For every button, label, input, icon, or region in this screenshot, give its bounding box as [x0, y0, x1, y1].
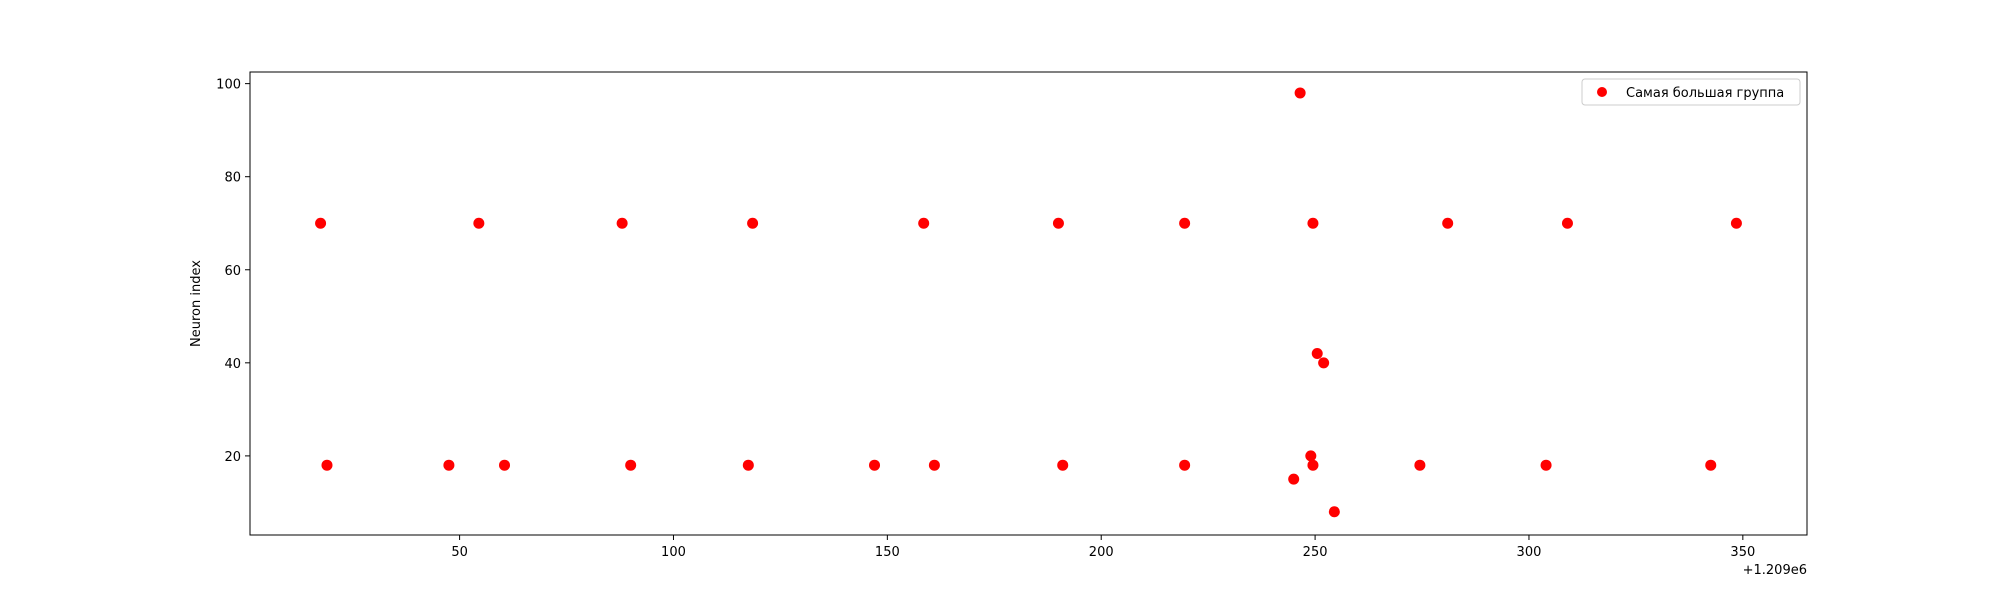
- data-point: [321, 459, 333, 471]
- data-point: [1414, 459, 1426, 471]
- x-axis-offset-label: +1.209e6: [1743, 563, 1807, 578]
- data-points: [315, 87, 1742, 518]
- data-point: [1052, 217, 1064, 229]
- y-tick-label: 60: [224, 264, 241, 279]
- x-tick-label: 350: [1730, 545, 1755, 560]
- legend: Самая большая группа: [1581, 78, 1801, 106]
- data-point: [747, 217, 759, 229]
- data-point: [616, 217, 628, 229]
- data-point: [1730, 217, 1742, 229]
- data-point: [473, 217, 485, 229]
- x-tick-label: 100: [661, 545, 686, 560]
- data-point: [928, 459, 940, 471]
- data-point: [918, 217, 930, 229]
- y-tick-label: 80: [224, 171, 241, 186]
- data-point: [1328, 506, 1340, 518]
- data-point: [1442, 217, 1454, 229]
- y-axis-ticks: 20 40 60 80 100: [216, 78, 250, 465]
- data-point: [1540, 459, 1552, 471]
- data-point: [1179, 217, 1191, 229]
- data-point: [1179, 459, 1191, 471]
- x-tick-label: 250: [1303, 545, 1328, 560]
- data-point: [1311, 348, 1323, 360]
- data-point: [1318, 357, 1330, 369]
- data-point: [1561, 217, 1573, 229]
- y-tick-label: 100: [216, 78, 241, 93]
- legend-box: [1581, 78, 1801, 106]
- data-point: [1307, 459, 1319, 471]
- data-point: [1307, 217, 1319, 229]
- axes-frame: [249, 71, 1808, 536]
- x-tick-label: 50: [451, 545, 468, 560]
- y-tick-label: 20: [224, 450, 241, 465]
- data-point: [315, 217, 327, 229]
- y-tick-label: 40: [224, 357, 241, 372]
- data-point: [1057, 459, 1069, 471]
- data-point: [625, 459, 637, 471]
- data-point: [1305, 450, 1317, 462]
- data-point: [1288, 473, 1300, 485]
- x-axis-ticks: 50 100 150 200 250 300 350: [451, 535, 1755, 560]
- x-tick-label: 150: [875, 545, 900, 560]
- y-axis-label: Neuron index: [189, 260, 204, 347]
- x-tick-label: 300: [1517, 545, 1542, 560]
- legend-label: Самая большая группа: [1626, 86, 1784, 101]
- data-point: [1705, 459, 1717, 471]
- data-point: [742, 459, 754, 471]
- data-point: [443, 459, 455, 471]
- x-tick-label: 200: [1089, 545, 1114, 560]
- data-point: [869, 459, 881, 471]
- data-point: [499, 459, 511, 471]
- legend-marker: [1597, 87, 1607, 97]
- data-point: [1294, 87, 1306, 99]
